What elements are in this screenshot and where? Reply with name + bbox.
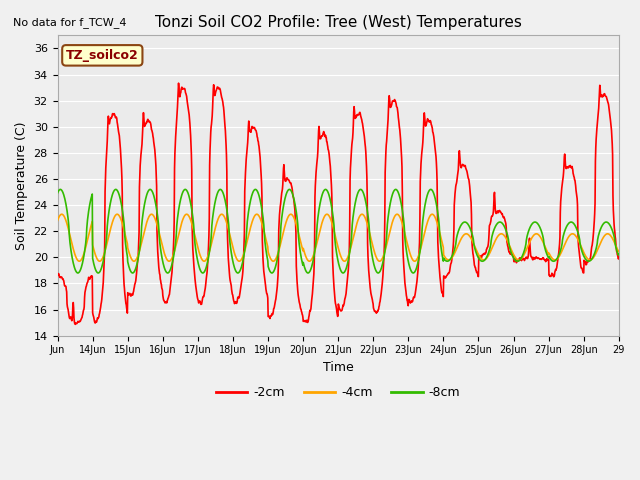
Y-axis label: Soil Temperature (C): Soil Temperature (C) <box>15 121 28 250</box>
Text: TZ_soilco2: TZ_soilco2 <box>66 49 139 62</box>
Text: No data for f_TCW_4: No data for f_TCW_4 <box>13 17 126 28</box>
Title: Tonzi Soil CO2 Profile: Tree (West) Temperatures: Tonzi Soil CO2 Profile: Tree (West) Temp… <box>155 15 522 30</box>
X-axis label: Time: Time <box>323 361 353 374</box>
Legend: -2cm, -4cm, -8cm: -2cm, -4cm, -8cm <box>211 382 465 405</box>
